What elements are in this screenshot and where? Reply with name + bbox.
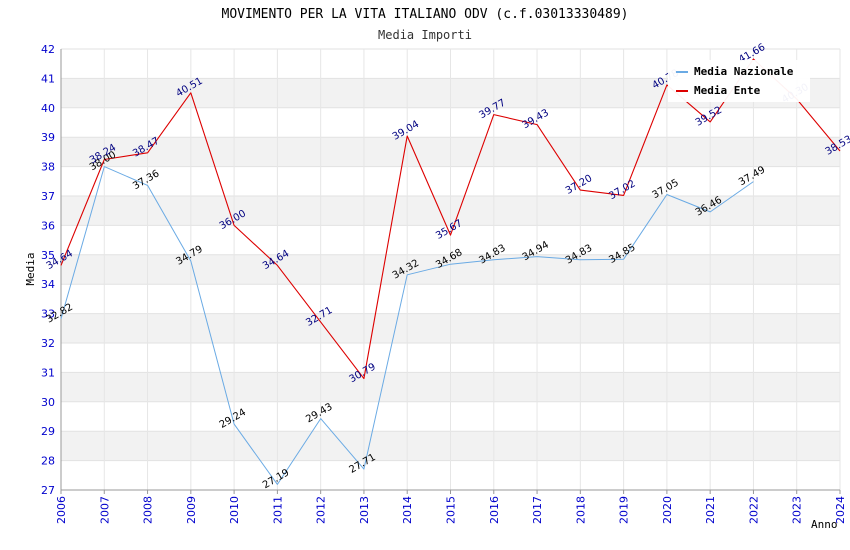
data-label-media-ente-2021: 39.52: [694, 105, 724, 129]
y-tick-41: 41: [41, 72, 55, 85]
x-tick-2015: 2015: [445, 496, 458, 524]
y-tick-40: 40: [41, 102, 55, 115]
x-tick-labels: 2006 2007 2008 2009 2010 2011 2012 2013 2014 2015…: [55, 496, 847, 524]
x-tick-2013: 2013: [358, 496, 371, 524]
y-tick-30: 30: [41, 396, 55, 409]
y-tick-39: 39: [41, 131, 55, 144]
data-label-media-ente-2017: 39.43: [521, 107, 551, 131]
y-tick-29: 29: [41, 425, 55, 438]
x-tick-2019: 2019: [618, 496, 631, 524]
data-label-media-nazionale-2010: 29.24: [218, 407, 248, 431]
data-label-media-ente-2018: 37.20: [564, 173, 594, 197]
series-line-media-ente: [60, 58, 841, 380]
y-tick-36: 36: [41, 219, 55, 232]
y-tick-42: 42: [41, 43, 55, 56]
data-label-media-nazionale-2022: 37.49: [737, 165, 767, 189]
y-tick-37: 37: [41, 190, 55, 203]
data-label-media-nazionale-2012: 29.43: [304, 401, 334, 425]
x-tick-2022: 2022: [747, 496, 760, 524]
y-tick-38: 38: [41, 161, 55, 174]
y-tick-34: 34: [41, 278, 55, 291]
x-axis-title: Anno: [811, 518, 838, 531]
y-tick-32: 32: [41, 337, 55, 350]
legend-label-media-nazionale: Media Nazionale: [694, 65, 794, 78]
legend: Media Nazionale Media Ente: [668, 60, 810, 102]
y-axis-title: Media: [24, 252, 37, 285]
x-tick-2017: 2017: [531, 496, 544, 524]
y-tick-35: 35: [41, 249, 55, 262]
x-tick-2020: 2020: [661, 496, 674, 524]
y-tick-labels: 27 28 29 30 31 32 33 34 35 36 37 38 39 40 41 42: [41, 43, 55, 497]
x-tick-2023: 2023: [791, 496, 804, 524]
y-tick-33: 33: [41, 308, 55, 321]
chart-subtitle: Media Importi: [378, 28, 472, 42]
y-tick-27: 27: [41, 484, 55, 497]
x-tick-2006: 2006: [55, 496, 68, 524]
x-tick-2018: 2018: [574, 496, 587, 524]
x-tick-2010: 2010: [228, 496, 241, 524]
y-tick-28: 28: [41, 455, 55, 468]
axes: [60, 49, 841, 494]
chart-title: MOVIMENTO PER LA VITA ITALIANO ODV (c.f.…: [222, 7, 629, 22]
x-tick-2012: 2012: [315, 496, 328, 524]
x-tick-2024: 2024: [834, 496, 847, 524]
x-tick-2016: 2016: [488, 496, 501, 524]
legend-box: [668, 60, 810, 102]
legend-label-media-ente: Media Ente: [694, 84, 761, 97]
x-tick-2009: 2009: [185, 496, 198, 524]
data-label-media-nazionale-2011: 27.19: [261, 467, 291, 491]
x-tick-2014: 2014: [401, 496, 414, 524]
x-tick-2021: 2021: [704, 496, 717, 524]
x-tick-2008: 2008: [142, 496, 155, 524]
x-tick-2011: 2011: [271, 496, 284, 524]
data-label-media-nazionale-2008: 37.36: [131, 168, 161, 192]
series-line-media-nazionale: [60, 166, 754, 485]
series-lines: [60, 58, 841, 485]
x-tick-2007: 2007: [98, 496, 111, 524]
y-tick-31: 31: [41, 366, 55, 379]
